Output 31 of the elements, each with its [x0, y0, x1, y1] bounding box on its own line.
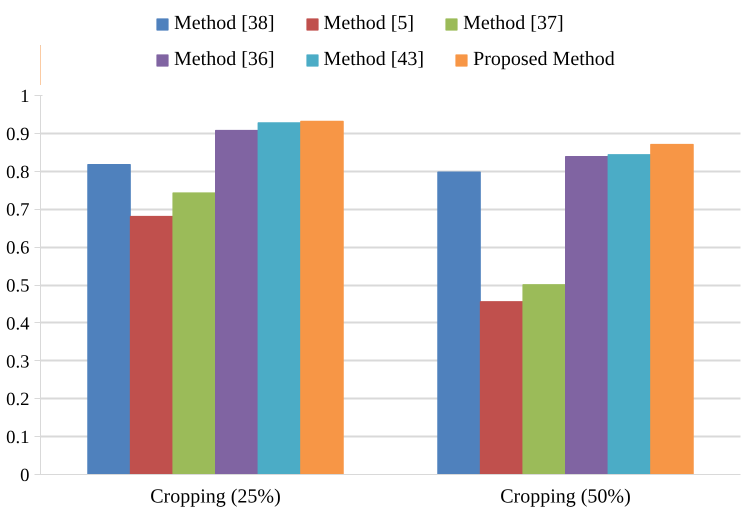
bar [608, 154, 652, 474]
legend-label: Method [37] [463, 12, 564, 35]
legend-label: Method [43] [324, 48, 424, 71]
bar [565, 156, 609, 474]
x-tick-label: Cropping (25%) [150, 486, 281, 508]
legend-label: Method [5] [324, 12, 414, 35]
legend-label: Method [38] [174, 12, 275, 35]
bar [522, 284, 566, 474]
bar [650, 144, 694, 474]
y-tick-label: 0.2 [6, 389, 30, 410]
bar [300, 120, 344, 474]
y-tick-label: 0.6 [6, 238, 30, 259]
bar [215, 130, 259, 474]
y-tick-label: 0.5 [6, 276, 30, 296]
bar [172, 192, 216, 474]
y-tick-label: 0.9 [6, 124, 30, 145]
legend-label: Method [36] [174, 48, 275, 71]
y-tick-label: 0 [20, 465, 30, 486]
bar [480, 301, 524, 474]
x-tick-label: Cropping (50%) [500, 486, 631, 508]
y-tick-label: 0.4 [6, 313, 30, 334]
y-tick-label: 0.1 [6, 427, 30, 448]
bar [437, 172, 481, 474]
y-tick-label: 1 [20, 86, 30, 107]
y-tick-label: 0.7 [6, 200, 30, 221]
bar [258, 122, 302, 474]
y-tick-label: 0.8 [6, 162, 30, 183]
y-tick-label: 0.3 [6, 351, 30, 372]
legend-label: Proposed Method [473, 48, 615, 71]
bar [87, 164, 131, 474]
bar [130, 216, 174, 474]
